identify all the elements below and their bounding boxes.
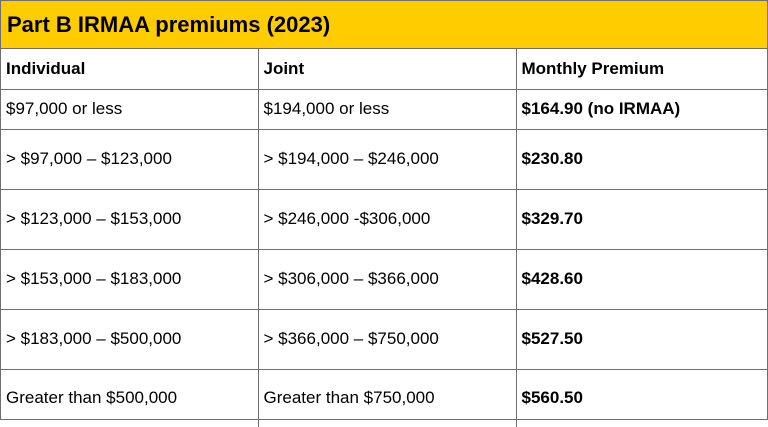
cell-joint: > $366,000 – $750,000 bbox=[257, 308, 517, 370]
cell-premium: $527.50 bbox=[515, 308, 767, 370]
cell-joint: Greater than $750,000 bbox=[257, 368, 517, 427]
cell-individual: > $183,000 – $500,000 bbox=[1, 308, 259, 370]
column-header-joint: Joint bbox=[257, 49, 517, 90]
cell-individual: > $97,000 – $123,000 bbox=[1, 128, 259, 190]
table-row: > $153,000 – $183,000 > $306,000 – $366,… bbox=[1, 248, 767, 310]
premium-grid: Individual Joint Monthly Premium $97,000… bbox=[1, 49, 767, 427]
table-row: Greater than $500,000 Greater than $750,… bbox=[1, 368, 767, 427]
cell-premium: $560.50 bbox=[515, 368, 767, 427]
column-header-premium: Monthly Premium bbox=[515, 49, 767, 90]
cell-premium: $428.60 bbox=[515, 248, 767, 310]
table-row: > $123,000 – $153,000 > $246,000 -$306,0… bbox=[1, 188, 767, 250]
cell-individual: > $153,000 – $183,000 bbox=[1, 248, 259, 310]
cell-individual: Greater than $500,000 bbox=[1, 368, 259, 427]
table-title: Part B IRMAA premiums (2023) bbox=[1, 1, 767, 49]
cell-joint: > $194,000 – $246,000 bbox=[257, 128, 517, 190]
table-row: > $97,000 – $123,000 > $194,000 – $246,0… bbox=[1, 128, 767, 190]
cell-premium: $164.90 (no IRMAA) bbox=[515, 89, 767, 130]
column-header-individual: Individual bbox=[1, 49, 259, 90]
cell-premium: $230.80 bbox=[515, 128, 767, 190]
table-row: > $183,000 – $500,000 > $366,000 – $750,… bbox=[1, 308, 767, 370]
cell-premium: $329.70 bbox=[515, 188, 767, 250]
cell-individual: > $123,000 – $153,000 bbox=[1, 188, 259, 250]
cell-individual: $97,000 or less bbox=[1, 89, 259, 130]
cell-joint: > $246,000 -$306,000 bbox=[257, 188, 517, 250]
header-row: Individual Joint Monthly Premium bbox=[1, 49, 767, 90]
cell-joint: > $306,000 – $366,000 bbox=[257, 248, 517, 310]
table-row: $97,000 or less $194,000 or less $164.90… bbox=[1, 89, 767, 130]
cell-joint: $194,000 or less bbox=[257, 89, 517, 130]
